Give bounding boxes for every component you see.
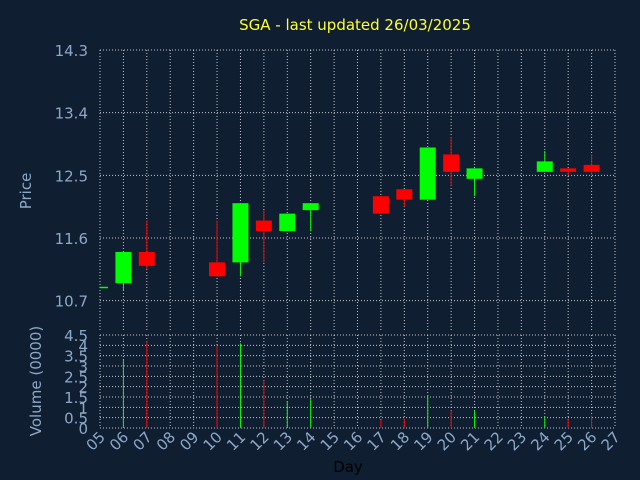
candle-day-17 <box>372 196 389 214</box>
x-tick-label: 17 <box>364 428 390 454</box>
candle-body <box>583 164 600 172</box>
x-tick-label: 08 <box>153 428 179 454</box>
x-tick-label: 16 <box>340 428 366 454</box>
candle-body <box>560 168 577 172</box>
x-tick-label: 14 <box>293 428 319 454</box>
candle-day-20 <box>443 137 460 186</box>
candle-day-19 <box>419 147 436 200</box>
x-tick-label: 23 <box>504 428 530 454</box>
candle-day-24 <box>536 150 553 172</box>
volume-tick-label: 0.5 <box>64 410 88 428</box>
candle-body <box>396 189 413 200</box>
volume-tick-label: 2 <box>78 379 88 397</box>
candle-day-7 <box>138 220 155 270</box>
x-tick-label: 12 <box>246 428 272 454</box>
price-tick-label: 13.4 <box>55 105 88 123</box>
x-tick-label: 25 <box>551 428 577 454</box>
x-tick-label: 11 <box>223 428 249 454</box>
x-ticks: 0506070809101112131415161718192021222324… <box>83 428 624 454</box>
x-tick-label: 21 <box>457 428 483 454</box>
volume-y-ticks: 4.543.532.521.510.50 <box>64 327 88 438</box>
price-axis-title: Price <box>17 173 35 210</box>
x-tick-label: 20 <box>434 428 460 454</box>
x-tick-label: 10 <box>200 428 226 454</box>
volume-tick-label: 1.5 <box>64 389 88 407</box>
volume-tick-label: 4 <box>78 337 88 355</box>
volume-tick-label: 3.5 <box>64 348 88 366</box>
candle-body <box>443 154 460 172</box>
x-tick-label: 26 <box>574 428 600 454</box>
price-tick-label: 14.3 <box>55 42 88 60</box>
candle-day-25 <box>560 168 577 176</box>
x-tick-label: 07 <box>129 428 155 454</box>
volume-tick-label: 1 <box>78 399 88 417</box>
candle-body <box>232 203 249 263</box>
candle-day-12 <box>255 210 272 263</box>
volume-bars <box>122 341 593 428</box>
candle-body <box>138 251 155 266</box>
candle-body <box>466 168 483 179</box>
price-tick-label: 10.7 <box>55 293 88 311</box>
x-tick-label: 27 <box>598 428 624 454</box>
candle-day-6 <box>115 251 132 291</box>
volume-panel <box>100 335 615 428</box>
x-tick-label: 19 <box>410 428 436 454</box>
candle-body <box>209 262 226 277</box>
x-tick-label: 22 <box>481 428 507 454</box>
volume-axis-title: Volume (0000) <box>27 326 45 436</box>
price-y-ticks: 14.3 13.4 12.5 11.6 10.7 <box>55 42 88 311</box>
candle-body <box>419 147 436 200</box>
candle-body <box>255 220 272 232</box>
candles <box>100 137 600 291</box>
volume-grid <box>99 334 616 429</box>
x-tick-label: 15 <box>317 428 343 454</box>
volume-tick-label: 4.5 <box>64 327 88 345</box>
volume-tick-label: 2.5 <box>64 368 88 386</box>
x-tick-label: 24 <box>527 428 553 454</box>
candle-body <box>115 251 132 284</box>
candle-body <box>536 161 553 172</box>
candle-day-21 <box>466 168 483 197</box>
candle-body <box>372 196 389 214</box>
candle-day-14 <box>302 203 319 232</box>
candle-day-26 <box>583 154 600 176</box>
x-axis-title: Day <box>333 458 363 476</box>
x-tick-label: 13 <box>270 428 296 454</box>
candle-body <box>302 203 319 211</box>
x-tick-label: 06 <box>106 428 132 454</box>
volume-tick-label: 0 <box>78 420 88 438</box>
price-tick-label: 12.5 <box>55 167 88 185</box>
candle-day-10 <box>209 220 226 277</box>
price-tick-label: 11.6 <box>55 230 88 248</box>
x-tick-label: 09 <box>176 428 202 454</box>
x-tick-label: 18 <box>387 428 413 454</box>
price-grid <box>99 49 616 332</box>
candle-day-5 <box>100 286 108 289</box>
chart-title: SGA - last updated 26/03/2025 <box>239 16 471 34</box>
volume-tick-label: 3 <box>78 358 88 376</box>
candle-day-11 <box>232 203 249 277</box>
candle-day-13 <box>279 213 296 232</box>
candle-body <box>279 213 296 232</box>
candle-day-18 <box>396 189 413 207</box>
candle-body <box>100 286 108 289</box>
